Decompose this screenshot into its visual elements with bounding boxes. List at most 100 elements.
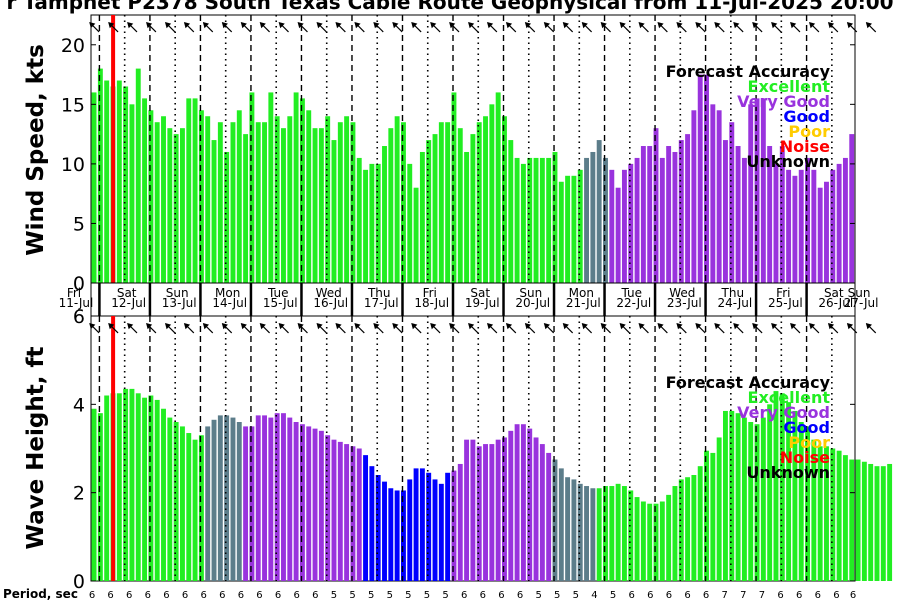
y-tick-label: 6 [73,306,85,328]
day-name: Sun [166,286,189,300]
bar [375,475,381,581]
bar [514,157,520,283]
direction-arrow-icon [695,22,706,33]
bar [735,413,741,581]
bar [464,151,470,283]
bar [767,404,773,581]
day-name: Mon [215,286,240,300]
bar [748,422,754,581]
period-value: 6 [796,590,802,600]
bar [729,410,735,581]
bar [161,116,166,284]
bar [710,104,716,283]
bar [691,110,697,283]
bar [186,98,192,283]
direction-arrow-icon [562,323,574,334]
direction-arrow-icon [638,323,649,334]
bar [716,110,722,283]
bar [325,435,331,581]
wind-speed-panel: 0 5 10 15 20 Wind Speed, kts Forecast Accuracy… [23,14,877,295]
direction-arrow-icon [354,22,365,33]
bar [306,426,312,581]
direction-arrow-icon [865,323,877,334]
bar [502,437,507,581]
bar [318,430,324,581]
bar [180,426,185,581]
bar [129,388,135,582]
direction-arrow-icon [202,22,214,33]
day-date: 17-Jul [364,296,399,310]
bar [811,439,817,581]
bar [754,98,760,283]
period-value: 5 [405,590,411,600]
direction-arrow-icon [486,22,498,33]
period-value: 6 [145,590,151,600]
bar [205,426,211,581]
day-name: Thu [721,286,745,300]
bar [211,419,217,581]
bar [205,116,211,284]
direction-arrows [89,22,877,33]
bar [672,486,678,581]
direction-arrow-icon [468,323,479,334]
day-name: Wed [669,286,695,300]
period-value: 6 [89,590,95,600]
direction-arrow-icon [297,323,308,334]
day-name: Fri [67,286,81,300]
bar [331,439,337,581]
period-value: 7 [740,590,746,600]
day-date: 25-Jul [768,296,803,310]
bar [634,497,640,581]
direction-arrow-icon [676,323,687,334]
bar [432,479,438,581]
bar [495,439,501,581]
y-tick-label: 10 [61,154,85,176]
direction-arrow-icon [108,323,119,334]
bar [558,181,564,283]
bar [129,104,135,283]
day-name: Sun [519,286,542,300]
bar [842,157,848,283]
day-date: 18-Jul [414,296,449,310]
bar [495,92,501,283]
bar [666,494,672,582]
bar [445,472,451,581]
period-value: 5 [573,590,579,600]
y-axis: 0 2 4 6 Wave Height, ft [23,306,855,593]
bar [621,486,627,581]
direction-arrow-icon [505,323,517,334]
bar [596,488,602,581]
bar [426,140,432,283]
bar [880,466,886,581]
direction-arrow-icon [202,323,214,334]
bar [577,483,583,581]
direction-arrow-icon [809,22,820,33]
day-name: Sun [848,286,871,300]
bar [230,417,236,581]
period-value: 6 [238,590,244,600]
direction-arrow-icon [790,22,801,33]
direction-arrow-icon [335,22,346,33]
bar [786,169,792,283]
bar [123,388,129,582]
bar [697,466,703,581]
bar [773,391,779,581]
bar [590,488,596,581]
bar [350,446,356,581]
direction-arrow-icon [221,323,233,334]
direction-arrow-icon [865,22,877,33]
bar [861,461,867,581]
bar [723,410,728,581]
direction-arrow-icon [373,22,384,33]
bar [584,486,590,581]
bar [603,157,608,283]
day-gridlines [98,15,833,283]
bar [824,446,829,581]
bar [476,446,482,581]
direction-arrow-icon [581,323,593,334]
bar [312,428,318,582]
bar [135,68,141,283]
bar [735,146,741,283]
bar [142,98,148,283]
direction-arrow-icon [733,22,744,33]
